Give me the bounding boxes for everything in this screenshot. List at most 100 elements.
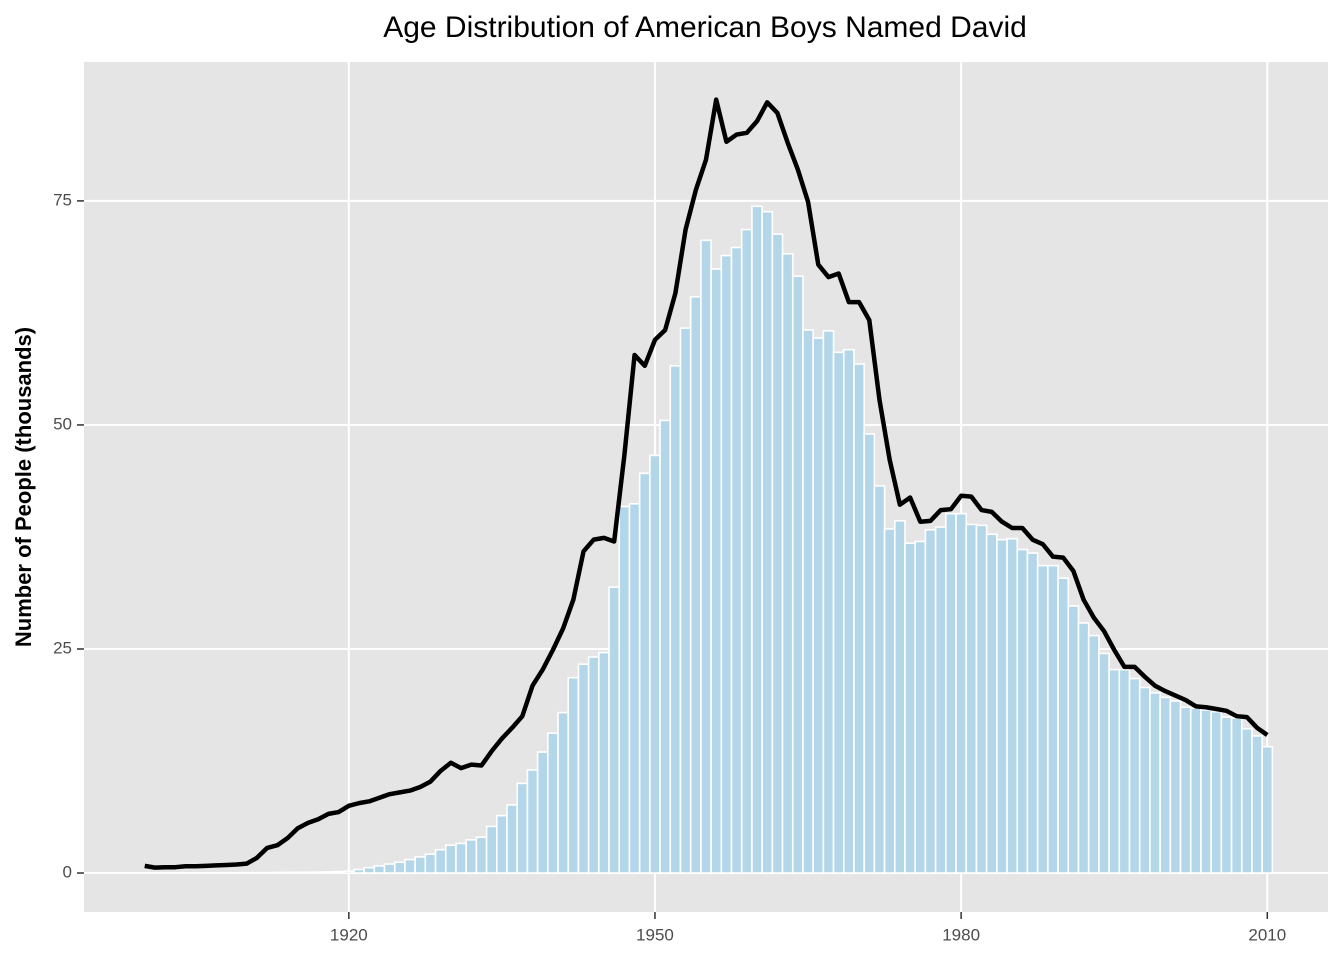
bar <box>1210 710 1223 874</box>
bar <box>791 275 804 874</box>
bar <box>393 861 406 874</box>
x-tick-label: 1950 <box>636 925 674 944</box>
bar <box>332 870 345 874</box>
bar <box>373 865 386 874</box>
bar <box>669 364 682 874</box>
bar <box>1098 652 1110 874</box>
bar <box>873 485 886 874</box>
x-tick-label: 1980 <box>942 925 980 944</box>
bar <box>781 252 794 874</box>
bar <box>914 540 927 874</box>
bar <box>904 542 917 874</box>
bar <box>1189 707 1202 874</box>
bar <box>649 454 661 874</box>
bar <box>965 523 978 874</box>
bar <box>1087 634 1100 874</box>
bar <box>1108 668 1121 874</box>
bar <box>638 472 651 874</box>
y-tick-label: 25 <box>53 638 72 657</box>
bar <box>577 663 590 874</box>
y-tick-label: 50 <box>53 414 72 433</box>
bar <box>1200 709 1212 874</box>
bar <box>842 348 855 874</box>
bar <box>281 871 294 874</box>
bar <box>1179 706 1192 874</box>
bar <box>1047 564 1059 874</box>
bar <box>271 871 284 874</box>
bar <box>751 205 763 874</box>
bar <box>536 751 549 874</box>
bar <box>975 524 988 874</box>
bar <box>1128 677 1141 874</box>
bar <box>1077 622 1090 874</box>
bar <box>720 254 733 874</box>
y-tick-label: 75 <box>53 190 72 209</box>
bar <box>822 330 835 874</box>
bar <box>1138 686 1151 874</box>
bar <box>414 856 427 874</box>
bar <box>853 363 865 874</box>
bar <box>495 814 508 874</box>
bar <box>1149 692 1161 874</box>
bar <box>363 866 376 874</box>
bar <box>689 295 702 874</box>
bar <box>1169 700 1182 874</box>
bar <box>812 337 825 874</box>
bar <box>740 228 753 874</box>
bar <box>506 804 519 874</box>
bar <box>587 656 600 874</box>
bar <box>608 586 621 874</box>
bar <box>1067 605 1080 874</box>
bar <box>322 871 335 874</box>
bar <box>526 769 539 874</box>
bar <box>679 327 692 874</box>
bar <box>1118 668 1131 874</box>
bar <box>985 533 998 874</box>
bar <box>312 871 325 874</box>
line <box>144 97 1269 870</box>
bar <box>444 844 457 874</box>
bar <box>1016 548 1029 874</box>
bar <box>1261 745 1274 874</box>
bar <box>547 732 559 874</box>
bar <box>485 825 498 874</box>
bar <box>832 351 845 874</box>
bar <box>924 528 937 874</box>
bar <box>863 433 876 874</box>
bar <box>1230 717 1243 874</box>
bar <box>434 848 447 874</box>
bar <box>700 239 712 874</box>
bar <box>945 512 957 874</box>
bar <box>761 210 774 874</box>
bar <box>1251 735 1263 874</box>
chart-title: Age Distribution of American Boys Named … <box>383 11 1027 44</box>
y-axis-label: Number of People (thousands) <box>11 327 36 647</box>
bar <box>710 268 723 874</box>
bar <box>1036 564 1049 874</box>
bar <box>618 505 631 874</box>
x-tick-label: 2010 <box>1248 925 1286 944</box>
bar <box>771 233 784 874</box>
bar <box>598 651 610 874</box>
bar <box>1220 716 1233 874</box>
bar <box>1026 552 1039 874</box>
bar <box>353 868 365 874</box>
bar <box>934 526 947 874</box>
bar <box>557 711 570 874</box>
bar <box>996 538 1008 874</box>
bar <box>424 853 437 874</box>
bar <box>404 858 416 874</box>
bar <box>955 512 968 874</box>
bar <box>893 520 906 874</box>
bar <box>1057 577 1070 874</box>
bar <box>1240 727 1253 874</box>
bar <box>567 676 580 874</box>
bar <box>1159 696 1172 874</box>
bar <box>1006 537 1019 874</box>
bar <box>383 863 396 874</box>
x-tick-label: 1920 <box>330 925 368 944</box>
bar <box>455 842 467 874</box>
y-tick-label: 0 <box>63 863 72 882</box>
bar <box>475 836 488 874</box>
